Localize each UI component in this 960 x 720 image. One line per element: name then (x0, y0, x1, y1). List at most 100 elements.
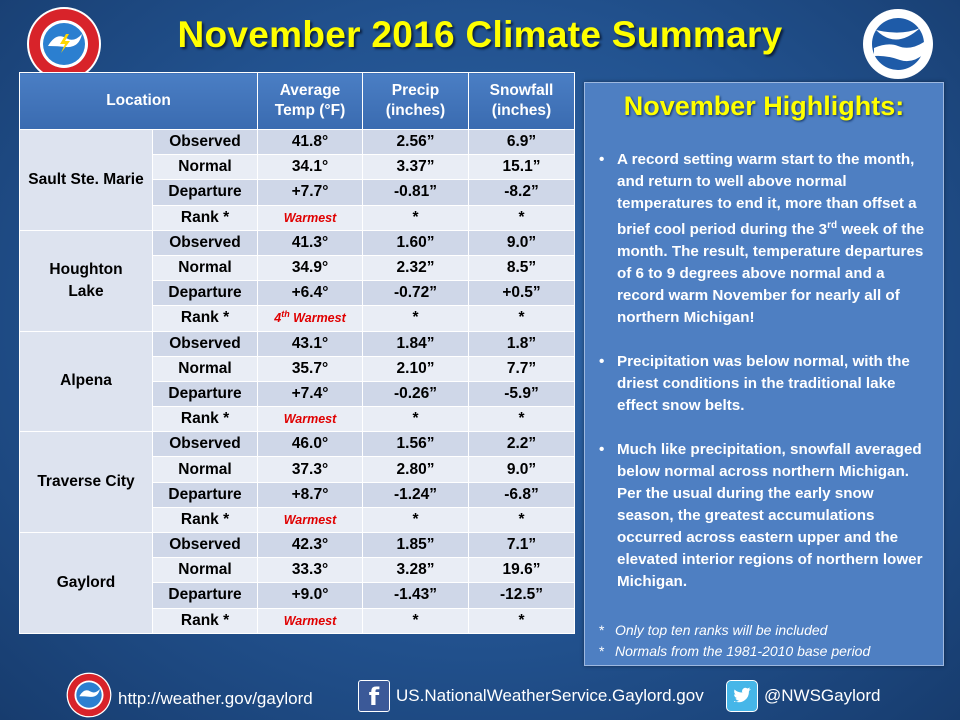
header-temp: Average Temp (°F) (257, 72, 363, 130)
highlights-panel: November Highlights: • A record setting … (584, 82, 944, 666)
precip-value: 2.80” (362, 456, 469, 483)
footnote-ranks: * Only top ten ranks will be included (599, 622, 828, 638)
precip-value: 3.37” (362, 154, 469, 181)
table-row: Rank * Warmest * * (20, 607, 575, 634)
row-label: Normal (152, 557, 258, 584)
snowfall-value: * (468, 305, 575, 332)
rank-value: Warmest (257, 204, 363, 231)
bullet-icon: • (599, 151, 605, 168)
table-row: Rank * Warmest * * (20, 506, 575, 534)
row-label: Rank * (152, 506, 258, 534)
precip-value: * (362, 506, 469, 534)
precip-value: 3.28” (362, 557, 469, 584)
precip-value: 1.85” (362, 531, 469, 559)
row-label: Observed (152, 128, 258, 156)
footer-twitter[interactable]: @NWSGaylord (726, 680, 880, 712)
table-row: Normal 34.1° 3.37” 15.1” (20, 154, 575, 181)
row-label: Normal (152, 456, 258, 483)
header-snowfall: Snowfall (inches) (468, 72, 575, 130)
temp-value: 42.3° (257, 531, 363, 559)
climate-table: Location Average Temp (°F) Precip (inches)… (19, 72, 575, 634)
temp-value: 34.1° (257, 154, 363, 181)
row-label: Observed (152, 531, 258, 559)
table-row: Gaylord Observed 42.3° 1.85” 7.1” (19, 531, 575, 634)
row-label: Normal (152, 254, 258, 282)
table-header-row: Location Average Temp (°F) Precip (inches)… (19, 72, 575, 130)
temp-value: +7.4° (257, 380, 363, 408)
nws-small-logo (66, 672, 112, 718)
snowfall-value: * (468, 607, 575, 634)
rank-value: 4th Warmest (257, 305, 363, 332)
footer: http://weather.gov/gaylord f US.National… (0, 672, 960, 718)
temp-value: +6.4° (257, 280, 363, 307)
snowfall-value: 6.9” (468, 128, 575, 156)
snowfall-value: * (468, 506, 575, 534)
row-label: Rank * (152, 204, 258, 231)
row-label: Rank * (152, 406, 258, 433)
precip-value: 1.56” (362, 431, 469, 458)
table-row: Normal 33.3° 3.28” 19.6” (20, 557, 575, 584)
nws-logo (27, 7, 101, 81)
precip-value: 1.60” (362, 229, 469, 256)
table-row: Rank * Warmest * * (20, 204, 575, 231)
row-label: Departure (152, 481, 258, 508)
temp-value: 46.0° (257, 431, 363, 458)
row-label: Observed (152, 229, 258, 256)
snowfall-value: -12.5” (468, 582, 575, 609)
temp-value: 41.8° (257, 128, 363, 156)
header-location: Location (19, 72, 258, 130)
table-row: Normal 34.9° 2.32” 8.5” (20, 254, 575, 282)
precip-value: -0.81” (362, 179, 469, 206)
precip-value: -0.72” (362, 280, 469, 307)
snowfall-value: 15.1” (468, 154, 575, 181)
precip-value: 2.56” (362, 128, 469, 156)
facebook-link[interactable]: US.NationalWeatherService.Gaylord.gov (396, 686, 704, 705)
temp-value: 37.3° (257, 456, 363, 483)
footer-facebook[interactable]: f US.NationalWeatherService.Gaylord.gov (358, 680, 704, 712)
temp-value: +7.7° (257, 179, 363, 206)
row-label: Departure (152, 582, 258, 609)
station-name: Alpena (19, 330, 153, 433)
snowfall-value: * (468, 406, 575, 433)
twitter-link[interactable]: @NWSGaylord (764, 686, 881, 705)
bullet-icon: • (599, 441, 605, 459)
snowfall-value: 7.7” (468, 355, 575, 382)
row-label: Normal (152, 154, 258, 181)
footer-website[interactable]: http://weather.gov/gaylord (66, 672, 313, 718)
temp-value: 34.9° (257, 254, 363, 282)
station-name: Sault Ste. Marie (19, 129, 153, 231)
highlights-list: • A record setting warm start to the mon… (597, 149, 933, 615)
row-label: Normal (152, 355, 258, 382)
row-label: Departure (152, 280, 258, 307)
snowfall-value: 1.8” (468, 330, 575, 357)
footnotes: * Only top ten ranks will be included * No… (599, 620, 935, 662)
table-row: Departure +9.0° -1.43” -12.5” (20, 582, 575, 609)
snowfall-value: -5.9” (468, 380, 575, 408)
rank-value: Warmest (257, 506, 363, 534)
bullet-icon: • (599, 353, 605, 371)
table-row: Departure +7.4° -0.26” -5.9” (20, 380, 575, 408)
twitter-icon (726, 680, 758, 712)
header-precip: Precip (inches) (362, 72, 469, 130)
snowfall-value: 7.1” (468, 531, 575, 559)
highlight-snowfall: • Much like precipitation, snowfall aver… (599, 441, 923, 591)
row-label: Rank * (152, 607, 258, 634)
snowfall-value: 8.5” (468, 254, 575, 282)
snowfall-value: 9.0” (468, 229, 575, 256)
facebook-icon: f (358, 680, 390, 712)
station-name: Houghton Lake (19, 229, 153, 332)
precip-value: * (362, 406, 469, 433)
page-title: November 2016 Climate Summary (177, 14, 783, 55)
noaa-logo (863, 9, 933, 79)
row-label: Departure (152, 380, 258, 408)
temp-value: 35.7° (257, 355, 363, 382)
precip-value: 1.84” (362, 330, 469, 357)
row-label: Rank * (152, 305, 258, 332)
website-link[interactable]: http://weather.gov/gaylord (118, 689, 313, 708)
precip-value: -1.43” (362, 582, 469, 609)
table-row: Normal 35.7° 2.10” 7.7” (20, 355, 575, 382)
table-row: Departure +7.7° -0.81” -8.2” (20, 179, 575, 206)
precip-value: -0.26” (362, 380, 469, 408)
table-row: Traverse City Observed 46.0° 1.56” 2.2” (19, 431, 575, 533)
temp-value: 41.3° (257, 229, 363, 256)
